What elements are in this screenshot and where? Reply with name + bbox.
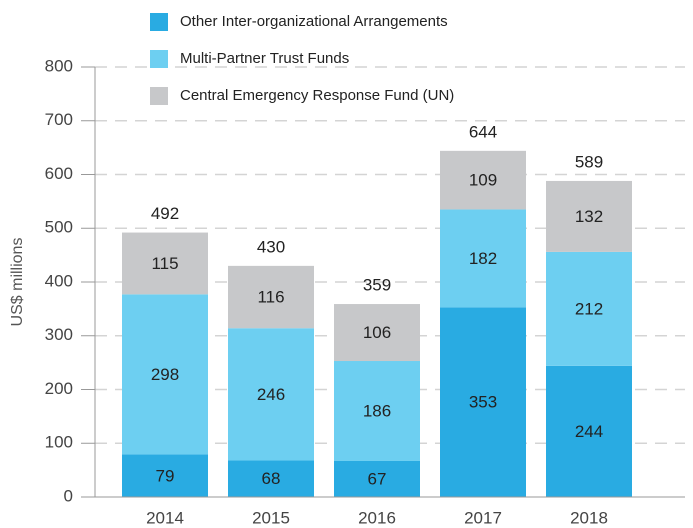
legend-swatch: [150, 50, 168, 68]
bar-segment: [546, 180, 632, 252]
x-tick-label: 2017: [464, 508, 502, 527]
y-tick-label: 100: [45, 433, 73, 452]
value-label: 109: [469, 171, 497, 190]
value-label: 353: [469, 393, 497, 412]
total-label: 430: [257, 237, 285, 256]
bar-segment: [122, 294, 208, 455]
legend-label: Multi-Partner Trust Funds: [180, 50, 349, 67]
y-tick-label: 200: [45, 379, 73, 398]
y-tick-label: 700: [45, 110, 73, 129]
x-tick-label: 2016: [358, 508, 396, 527]
y-tick-label: 500: [45, 218, 73, 237]
bar-segment: [546, 365, 632, 497]
bar-segment: [228, 265, 314, 329]
bar-segment: [334, 460, 420, 497]
value-label: 68: [262, 469, 281, 488]
legend-swatch: [150, 13, 168, 31]
y-tick-label: 0: [64, 486, 73, 505]
value-label: 244: [575, 422, 603, 441]
value-label: 132: [575, 207, 603, 226]
value-label: 182: [469, 249, 497, 268]
x-tick-label: 2015: [252, 508, 290, 527]
value-label: 106: [363, 323, 391, 342]
x-tick-label: 2014: [146, 508, 184, 527]
y-tick-label: 400: [45, 271, 73, 290]
value-label: 212: [575, 299, 603, 318]
legend-label: Central Emergency Response Fund (UN): [180, 87, 454, 104]
bar-segment: [228, 460, 314, 497]
value-label: 115: [151, 254, 178, 273]
y-tick-label: 800: [45, 56, 73, 75]
y-axis-label: US$ millions: [9, 238, 26, 327]
x-tick-label: 2018: [570, 508, 608, 527]
bar-segment: [122, 232, 208, 295]
legend-swatch: [150, 87, 168, 105]
bar-segment: [228, 328, 314, 461]
y-tick-label: 300: [45, 325, 73, 344]
total-label: 359: [363, 276, 391, 295]
value-label: 79: [156, 466, 175, 485]
total-label: 492: [151, 204, 179, 223]
bar-segment: [334, 304, 420, 362]
total-label: 589: [575, 152, 603, 171]
bar-segment: [122, 454, 208, 497]
bar-segment: [440, 150, 526, 210]
value-label: 298: [151, 365, 179, 384]
bar-segment: [440, 209, 526, 308]
bar-segment: [334, 361, 420, 461]
bar-segment: [440, 307, 526, 497]
value-label: 246: [257, 385, 285, 404]
value-label: 67: [368, 469, 387, 488]
value-label: 116: [257, 288, 284, 307]
value-label: 186: [363, 401, 391, 420]
y-tick-label: 600: [45, 164, 73, 183]
total-label: 644: [469, 122, 497, 141]
bar-segment: [546, 251, 632, 366]
legend-label: Other Inter-organizational Arrangements: [180, 13, 448, 30]
